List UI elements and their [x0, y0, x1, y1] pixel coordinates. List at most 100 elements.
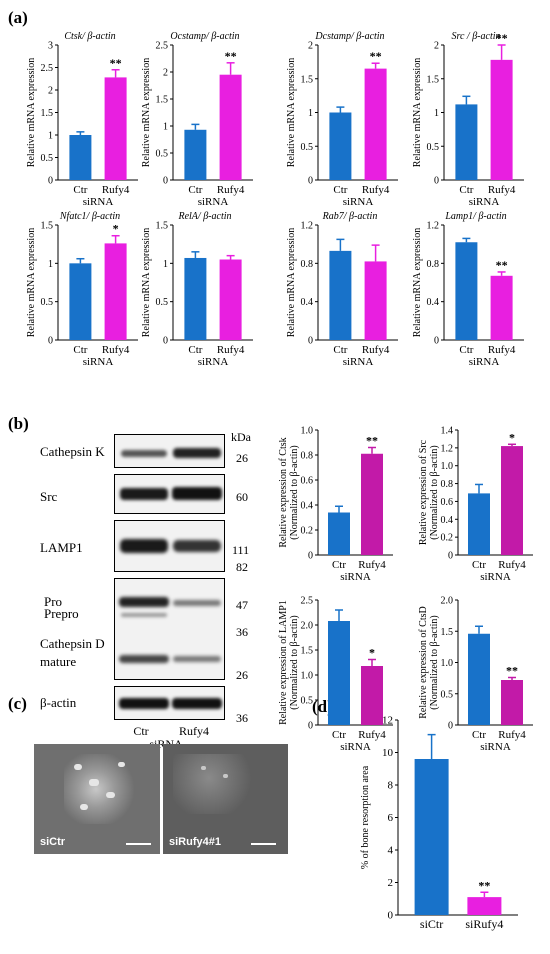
chart-1-ytick-label: 0 — [48, 176, 53, 187]
blot-cathepsin-k — [114, 434, 225, 468]
chart-13-ytick-label: 12 — [382, 715, 393, 727]
chart-1-ytick-label: 0.5 — [41, 153, 54, 164]
blot-lane-rufy4: Rufy4 — [179, 724, 209, 738]
chart-2-ytick-label: 2 — [163, 68, 168, 79]
chart-4-title: Src / β-actin — [451, 31, 500, 42]
chart-13-xtick-label: siRufy4 — [465, 917, 503, 931]
panel-a-label: (a) — [8, 8, 28, 27]
chart-4-ylabel: Relative mRNA expression — [412, 58, 423, 167]
chart-9-ytick-label: 0 — [308, 551, 313, 562]
chart-8-xtick-label: Ctr — [459, 344, 473, 356]
chart-10-ylabel-2: (Normalized to β-actin) — [429, 445, 440, 540]
chart-8-bar-rufy4 — [490, 275, 513, 340]
chart-11-xlabel: siRNA — [340, 741, 371, 753]
chart-2-bar-ctr — [184, 129, 207, 180]
chart-4-bar-ctr — [455, 104, 478, 180]
chart-8-xtick-label: Rufy4 — [488, 344, 516, 356]
chart-7-ytick-label: 1.2 — [301, 221, 314, 232]
chart-1-significance: ** — [110, 56, 122, 70]
chart-2-ytick-label: 0 — [163, 176, 168, 187]
chart-2-ylabel: Relative mRNA expression — [141, 58, 152, 167]
chart-9-xtick-label: Rufy4 — [358, 559, 386, 571]
chart-11-bar-rufy4 — [361, 666, 383, 725]
chart-4-significance: ** — [496, 31, 508, 45]
chart-8-significance: ** — [496, 258, 508, 272]
chart-8-ytick-label: 1.2 — [427, 221, 440, 232]
blot-label-pro: Pro — [44, 594, 63, 609]
chart-2-xtick-label: Rufy4 — [217, 184, 245, 196]
chart-13-ytick-label: 4 — [388, 845, 394, 857]
chart-12-ytick-label: 0 — [448, 721, 453, 732]
chart-7-xtick-label: Rufy4 — [362, 344, 390, 356]
chart-13-bar-sictr — [414, 759, 449, 915]
chart-13-bar-sirufy4 — [467, 897, 502, 915]
chart-10-ytick-label: 0.8 — [441, 479, 454, 490]
chart-5-ytick-label: 1 — [48, 259, 53, 270]
chart-5-xtick-label: Rufy4 — [102, 344, 130, 356]
blot-src — [114, 474, 225, 514]
chart-6-xtick-label: Ctr — [188, 344, 202, 356]
panel-c-label: (c) — [8, 694, 27, 713]
chart-5-title: Nfatc1/ β-actin — [59, 211, 120, 222]
panel-b-label: (b) — [8, 414, 29, 433]
chart-7-xtick-label: Ctr — [333, 344, 347, 356]
chart-9-ylabel-2: (Normalized to β-actin) — [289, 445, 300, 540]
chart-13-significance: ** — [478, 878, 490, 892]
chart-7-ytick-label: 0 — [308, 336, 313, 347]
chart-5-ytick-label: 0 — [48, 336, 53, 347]
chart-3-xtick-label: Ctr — [333, 184, 347, 196]
chart-8-ytick-label: 0.8 — [427, 259, 440, 270]
chart-8-title: Lamp1/ β-actin — [444, 211, 506, 222]
chart-3-xtick-label: Rufy4 — [362, 184, 390, 196]
scale-bar — [251, 843, 276, 845]
chart-12-ytick-label: 1.5 — [441, 627, 454, 638]
kda-26-b: 26 — [236, 668, 248, 682]
chart-10-ytick-label: 0.2 — [441, 533, 454, 544]
chart-12-bar-ctr — [468, 633, 490, 725]
chart-1-bar-ctr — [69, 135, 92, 180]
chart-3-ytick-label: 0 — [308, 176, 313, 187]
chart-6-title: RelA/ β-actin — [177, 211, 231, 222]
chart-8-bar-ctr — [455, 242, 478, 340]
chart-4-xlabel: siRNA — [469, 196, 500, 208]
chart-6-bar-rufy4 — [219, 259, 242, 340]
chart-12-ylabel: Relative expression of CtsD — [418, 606, 429, 718]
chart-6-xtick-label: Rufy4 — [217, 344, 245, 356]
chart-12-ytick-label: 1.0 — [441, 658, 454, 669]
kda-36-b: 36 — [236, 711, 248, 725]
chart-9-ylabel: Relative expression of Ctsk — [278, 437, 289, 547]
chart-4-ytick-label: 0.5 — [427, 142, 440, 153]
chart-2-xlabel: siRNA — [198, 196, 229, 208]
chart-9-ytick-label: 1.0 — [301, 426, 314, 437]
chart-13-xtick-label: siCtr — [420, 917, 443, 931]
chart-3-ytick-label: 2 — [308, 41, 313, 52]
chart-8-xlabel: siRNA — [469, 356, 500, 368]
chart-4-ytick-label: 1 — [434, 108, 439, 119]
chart-7-ytick-label: 0.4 — [301, 297, 314, 308]
kda-60: 60 — [236, 490, 248, 504]
chart-2-title: Ocstamp/ β-actin — [170, 31, 239, 42]
blot-label-cathepsin-k: Cathepsin K — [40, 444, 105, 459]
kda-111: 111 — [232, 543, 250, 557]
blot-label-prepro: Prepro — [44, 606, 79, 621]
chart-11-significance: * — [369, 646, 375, 660]
chart-12-xtick-label: Ctr — [472, 729, 486, 741]
chart-13-ylabel: % of bone resorption area — [360, 765, 371, 869]
chart-3-ytick-label: 0.5 — [301, 142, 314, 153]
chart-3-xlabel: siRNA — [343, 196, 374, 208]
chart-10-ytick-label: 1.0 — [441, 461, 454, 472]
chart-9-xlabel: siRNA — [340, 571, 371, 583]
chart-10-ytick-label: 1.2 — [441, 443, 454, 454]
chart-11-ytick-label: 2.0 — [301, 621, 314, 632]
chart-12-xlabel: siRNA — [480, 741, 511, 753]
chart-11-ytick-label: 1.0 — [301, 671, 314, 682]
chart-7-title: Rab7/ β-actin — [322, 211, 378, 222]
chart-5-bar-rufy4 — [104, 243, 127, 340]
scale-bar — [126, 843, 151, 845]
chart-1-ytick-label: 2.5 — [41, 63, 54, 74]
chart-3-ytick-label: 1.5 — [301, 74, 314, 85]
chart-10-xtick-label: Ctr — [472, 559, 486, 571]
chart-3-significance: ** — [370, 49, 382, 63]
chart-10-xlabel: siRNA — [480, 571, 511, 583]
